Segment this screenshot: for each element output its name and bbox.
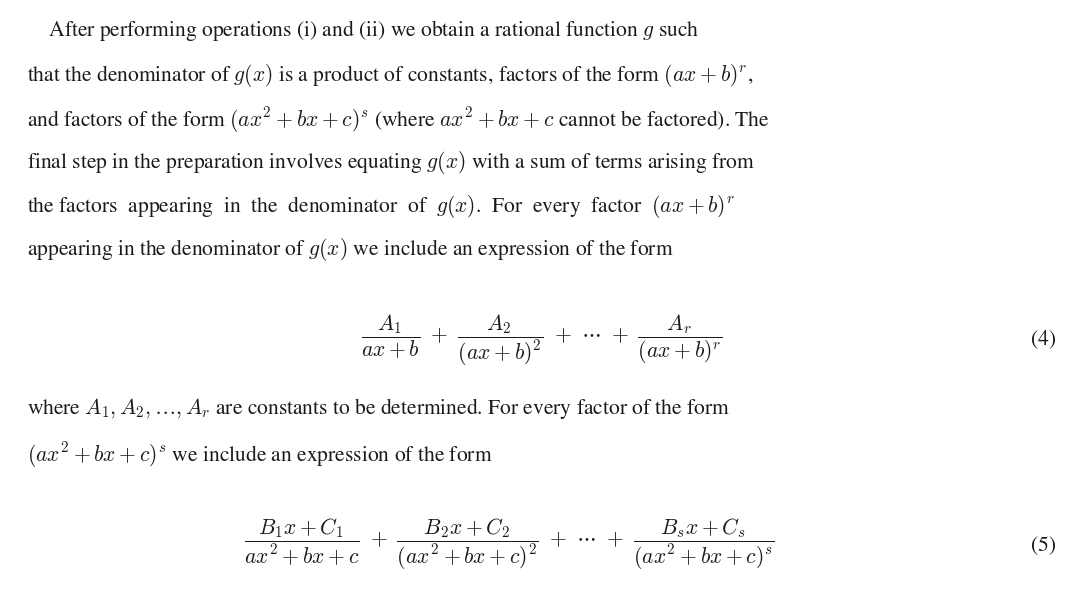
Text: that the denominator of $g(x)$ is a product of constants, factors of the form $(: that the denominator of $g(x)$ is a prod… <box>27 62 754 89</box>
Text: where $A_1, A_2, \ldots, A_r$ are constants to be determined. For every factor o: where $A_1, A_2, \ldots, A_r$ are consta… <box>27 396 730 422</box>
Text: $(ax^2 + bx + c)^s$ we include an expression of the form: $(ax^2 + bx + c)^s$ we include an expres… <box>27 440 493 470</box>
Text: final step in the preparation involves equating $g(x)$ with a sum of terms arisi: final step in the preparation involves e… <box>27 149 755 176</box>
Text: the factors  appearing  in  the  denominator  of  $g(x)$.  For  every  factor  $: the factors appearing in the denominator… <box>27 193 735 219</box>
Text: (5): (5) <box>1031 536 1056 557</box>
Text: $\dfrac{A_1}{ax + b}\ +\ \dfrac{A_2}{(ax + b)^2}\ +\ \cdots\ +\ \dfrac{A_r}{(ax : $\dfrac{A_1}{ax + b}\ +\ \dfrac{A_2}{(ax… <box>361 313 722 368</box>
Text: and factors of the form $(ax^2 + bx + c)^s$ (where $ax^2 + bx + c$ cannot be fac: and factors of the form $(ax^2 + bx + c)… <box>27 105 770 135</box>
Text: $\dfrac{B_1x + C_1}{ax^2 + bx + c}\ +\ \dfrac{B_2x + C_2}{(ax^2 + bx + c)^2}\ +\: $\dfrac{B_1x + C_1}{ax^2 + bx + c}\ +\ \… <box>244 517 774 572</box>
Text: (4): (4) <box>1031 329 1056 350</box>
Text: After performing operations (i) and (ii) we obtain a rational function $g$ such: After performing operations (i) and (ii)… <box>27 18 700 43</box>
Text: appearing in the denominator of $g(x)$ we include an expression of the form: appearing in the denominator of $g(x)$ w… <box>27 236 674 263</box>
